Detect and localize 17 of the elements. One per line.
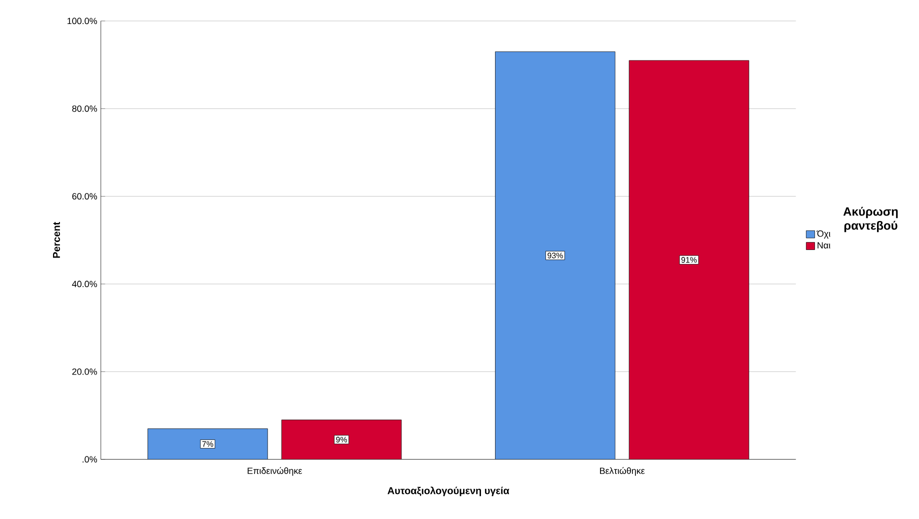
bar: [628, 60, 750, 460]
x-tick-label: Επιδεινώθηκε: [248, 467, 302, 476]
legend-label: Όχι: [816, 230, 830, 238]
y-tick-label: 20.0%: [72, 368, 98, 375]
y-tick-label: 100.0%: [68, 18, 98, 24]
y-tick-label: .0%: [82, 456, 98, 462]
bar: [281, 420, 402, 460]
y-tick-label: 40.0%: [72, 280, 98, 288]
bar: [495, 51, 616, 460]
y-tick-label: 80.0%: [72, 105, 98, 112]
legend-label: Ναι: [818, 242, 830, 248]
bar: [148, 428, 268, 460]
x-tick-label: Βελτιώθηκε: [600, 467, 645, 476]
legend-title: Ακύρωση ραντεβού: [843, 206, 898, 232]
y-tick-label: 60.0%: [72, 193, 98, 200]
y-axis-title: Percent: [53, 222, 60, 258]
x-axis-title: Αυτοαξιολογούμενη υγεία: [388, 486, 510, 496]
